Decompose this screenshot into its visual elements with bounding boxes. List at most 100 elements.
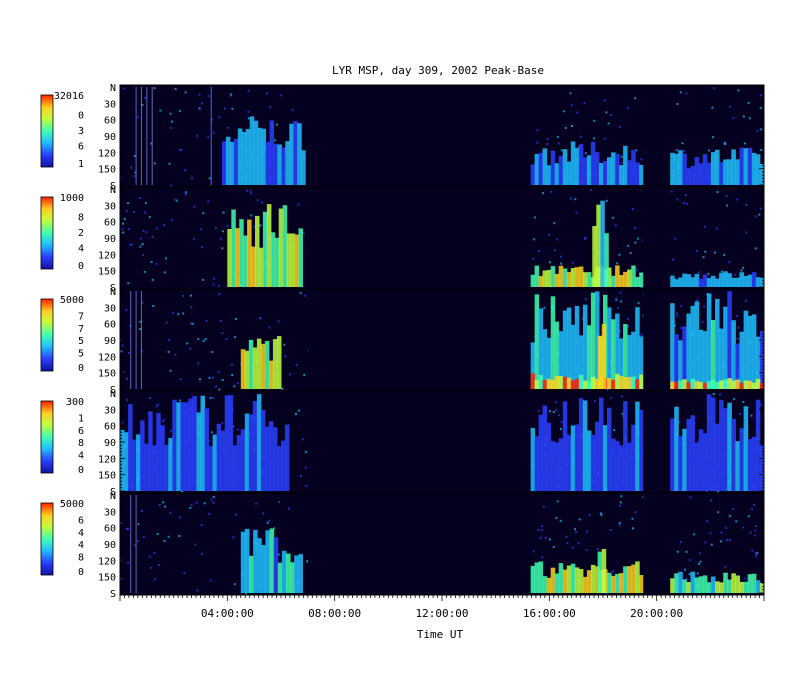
noise-pixel bbox=[247, 89, 250, 92]
noise-pixel bbox=[232, 536, 235, 539]
noise-pixel bbox=[605, 592, 608, 595]
noise-pixel bbox=[676, 550, 679, 553]
activity-cell bbox=[574, 267, 580, 287]
activity-cell bbox=[554, 273, 560, 287]
noise-pixel bbox=[143, 270, 146, 273]
noise-pixel bbox=[710, 499, 713, 502]
noise-pixel bbox=[680, 305, 683, 308]
activity-cell bbox=[698, 382, 704, 389]
y-tick-label: 30 bbox=[104, 303, 116, 314]
noise-pixel bbox=[560, 420, 563, 423]
colorbar-label: 300 bbox=[66, 397, 84, 408]
noise-pixel bbox=[250, 214, 253, 217]
activity-cell bbox=[285, 424, 290, 491]
noise-pixel bbox=[683, 202, 685, 204]
activity-cell bbox=[747, 380, 753, 389]
activity-cell bbox=[273, 427, 278, 491]
y-tick-label: 60 bbox=[104, 422, 116, 433]
y-tick-label: 90 bbox=[104, 438, 116, 449]
noise-pixel bbox=[552, 411, 555, 413]
activity-cell bbox=[723, 306, 728, 389]
noise-pixel bbox=[219, 237, 222, 240]
noise-pixel bbox=[221, 247, 224, 250]
noise-pixel bbox=[177, 313, 180, 316]
activity-cell bbox=[558, 331, 564, 389]
activity-cell bbox=[747, 439, 753, 491]
activity-cell bbox=[538, 308, 544, 389]
activity-cell bbox=[534, 294, 540, 389]
noise-pixel bbox=[207, 200, 210, 203]
noise-pixel bbox=[277, 320, 280, 323]
activity-cell bbox=[600, 200, 605, 287]
activity-cell bbox=[694, 273, 700, 287]
noise-pixel bbox=[306, 560, 309, 563]
noise-pixel bbox=[599, 512, 602, 515]
noise-pixel bbox=[204, 338, 207, 341]
noise-pixel bbox=[619, 504, 622, 507]
activity-cell bbox=[257, 127, 263, 185]
noise-pixel bbox=[758, 213, 761, 216]
noise-pixel bbox=[570, 197, 573, 200]
noise-pixel bbox=[574, 528, 577, 531]
activity-cell bbox=[674, 279, 679, 287]
noise-pixel bbox=[196, 589, 199, 592]
noise-pixel bbox=[725, 194, 728, 197]
noise-pixel bbox=[151, 278, 154, 281]
noise-pixel bbox=[157, 403, 160, 406]
y-tick-label: N bbox=[110, 287, 116, 298]
noise-pixel bbox=[214, 226, 217, 229]
noise-pixel bbox=[200, 552, 203, 555]
noise-pixel bbox=[121, 227, 124, 230]
noise-pixel bbox=[546, 138, 549, 141]
noise-pixel bbox=[760, 128, 763, 131]
noise-pixel bbox=[607, 122, 610, 125]
y-tick-label: S bbox=[110, 283, 116, 294]
activity-cell bbox=[595, 421, 600, 491]
noise-pixel bbox=[140, 510, 143, 512]
no-data-gap bbox=[643, 187, 671, 289]
activity-cell bbox=[615, 265, 620, 287]
activity-cell bbox=[253, 529, 258, 593]
activity-cell bbox=[204, 408, 209, 491]
noise-pixel bbox=[212, 496, 215, 498]
noise-pixel bbox=[583, 102, 586, 105]
activity-cell bbox=[747, 274, 753, 287]
noise-pixel bbox=[174, 87, 177, 90]
noise-pixel bbox=[709, 532, 712, 535]
activity-cell bbox=[682, 273, 687, 287]
noise-pixel bbox=[236, 428, 239, 431]
noise-pixel bbox=[133, 544, 136, 547]
activity-cell bbox=[120, 430, 125, 491]
noise-pixel bbox=[555, 516, 558, 519]
noise-pixel bbox=[712, 136, 715, 139]
noise-pixel bbox=[744, 577, 747, 580]
activity-cell bbox=[570, 380, 576, 389]
activity-cell bbox=[247, 219, 252, 287]
noise-pixel bbox=[302, 231, 305, 234]
noise-pixel bbox=[163, 224, 166, 227]
noise-pixel bbox=[553, 249, 556, 252]
noise-pixel bbox=[235, 513, 238, 516]
activity-cell bbox=[582, 380, 588, 389]
noise-pixel bbox=[720, 540, 723, 543]
noise-pixel bbox=[539, 536, 542, 539]
activity-cell bbox=[273, 537, 279, 593]
activity-cell bbox=[293, 121, 298, 185]
activity-cell bbox=[160, 425, 165, 491]
activity-cell bbox=[530, 342, 536, 389]
noise-pixel bbox=[221, 379, 224, 381]
noise-pixel bbox=[200, 524, 203, 526]
activity-cell bbox=[735, 343, 740, 389]
colorbar-label: 1 bbox=[78, 159, 84, 170]
noise-pixel bbox=[273, 527, 276, 530]
activity-cell bbox=[168, 438, 173, 491]
activity-cell bbox=[239, 219, 244, 287]
activity-cell bbox=[266, 204, 272, 287]
noise-pixel bbox=[262, 512, 265, 515]
noise-pixel bbox=[542, 192, 545, 195]
activity-cell bbox=[566, 565, 572, 593]
noise-pixel bbox=[208, 440, 211, 443]
activity-cell bbox=[706, 394, 712, 491]
activity-cell bbox=[136, 434, 141, 491]
activity-cell bbox=[277, 445, 282, 491]
